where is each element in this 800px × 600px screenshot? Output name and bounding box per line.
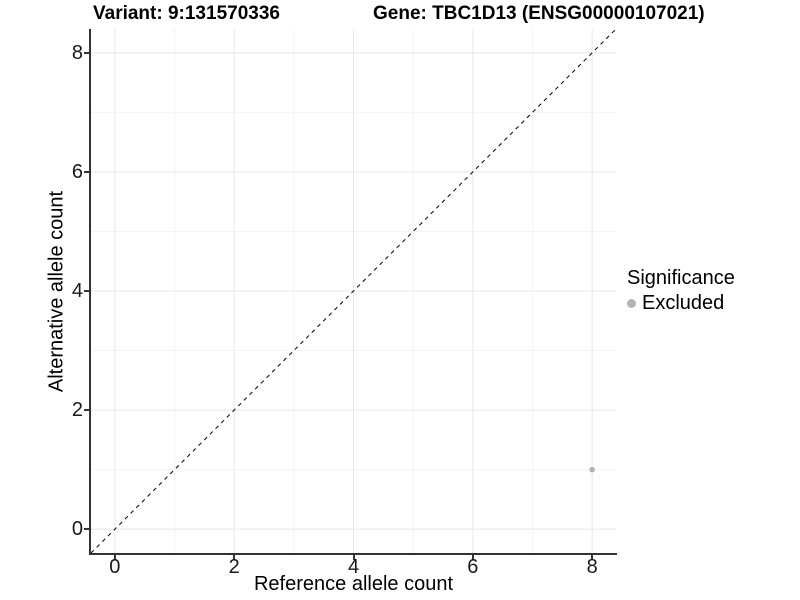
y-tick-mark xyxy=(84,290,89,292)
x-tick-mark xyxy=(113,555,116,560)
y-tick-mark xyxy=(84,528,89,531)
x-tick-mark xyxy=(591,555,594,560)
y-tick-label: 6 xyxy=(71,160,83,183)
plot-panel xyxy=(91,29,616,553)
y-tick-mark xyxy=(84,409,89,412)
y-tick-label: 2 xyxy=(71,399,83,422)
x-axis-title: Reference allele count xyxy=(253,573,453,595)
x-axis-line xyxy=(89,553,617,555)
plot-title-gene: Gene: TBC1D13 (ENSG00000107021) xyxy=(373,3,705,24)
plot-title-variant: Variant: 9:131570336 xyxy=(93,3,280,24)
y-axis-line xyxy=(89,29,91,555)
x-tick-label: 4 xyxy=(347,556,360,578)
x-tick-label: 6 xyxy=(467,556,479,578)
x-tick-label: 2 xyxy=(228,556,240,578)
legend-title: Significance xyxy=(627,267,735,289)
y-tick-label: 8 xyxy=(71,41,83,64)
x-tick-mark xyxy=(352,555,355,560)
y-tick-mark xyxy=(84,170,89,173)
y-tick-mark xyxy=(84,51,89,54)
y-tick-label: 0 xyxy=(71,518,83,541)
legend-item-label: Excluded xyxy=(642,292,725,314)
x-tick-mark xyxy=(233,555,236,560)
excluded-point-icon xyxy=(627,298,636,308)
y-axis-title: Alternative allele count xyxy=(45,190,68,393)
y-tick-label: 4 xyxy=(71,280,83,302)
legend: Significance Excluded xyxy=(627,266,735,315)
x-tick-label: 8 xyxy=(586,556,598,578)
x-tick-mark xyxy=(471,555,474,560)
legend-item-excluded: Excluded xyxy=(627,291,735,315)
x-tick-label: 0 xyxy=(109,556,121,578)
plot-panel-canvas xyxy=(91,29,616,553)
data-point-excluded xyxy=(589,466,595,473)
identity-dashed-line xyxy=(91,29,616,553)
